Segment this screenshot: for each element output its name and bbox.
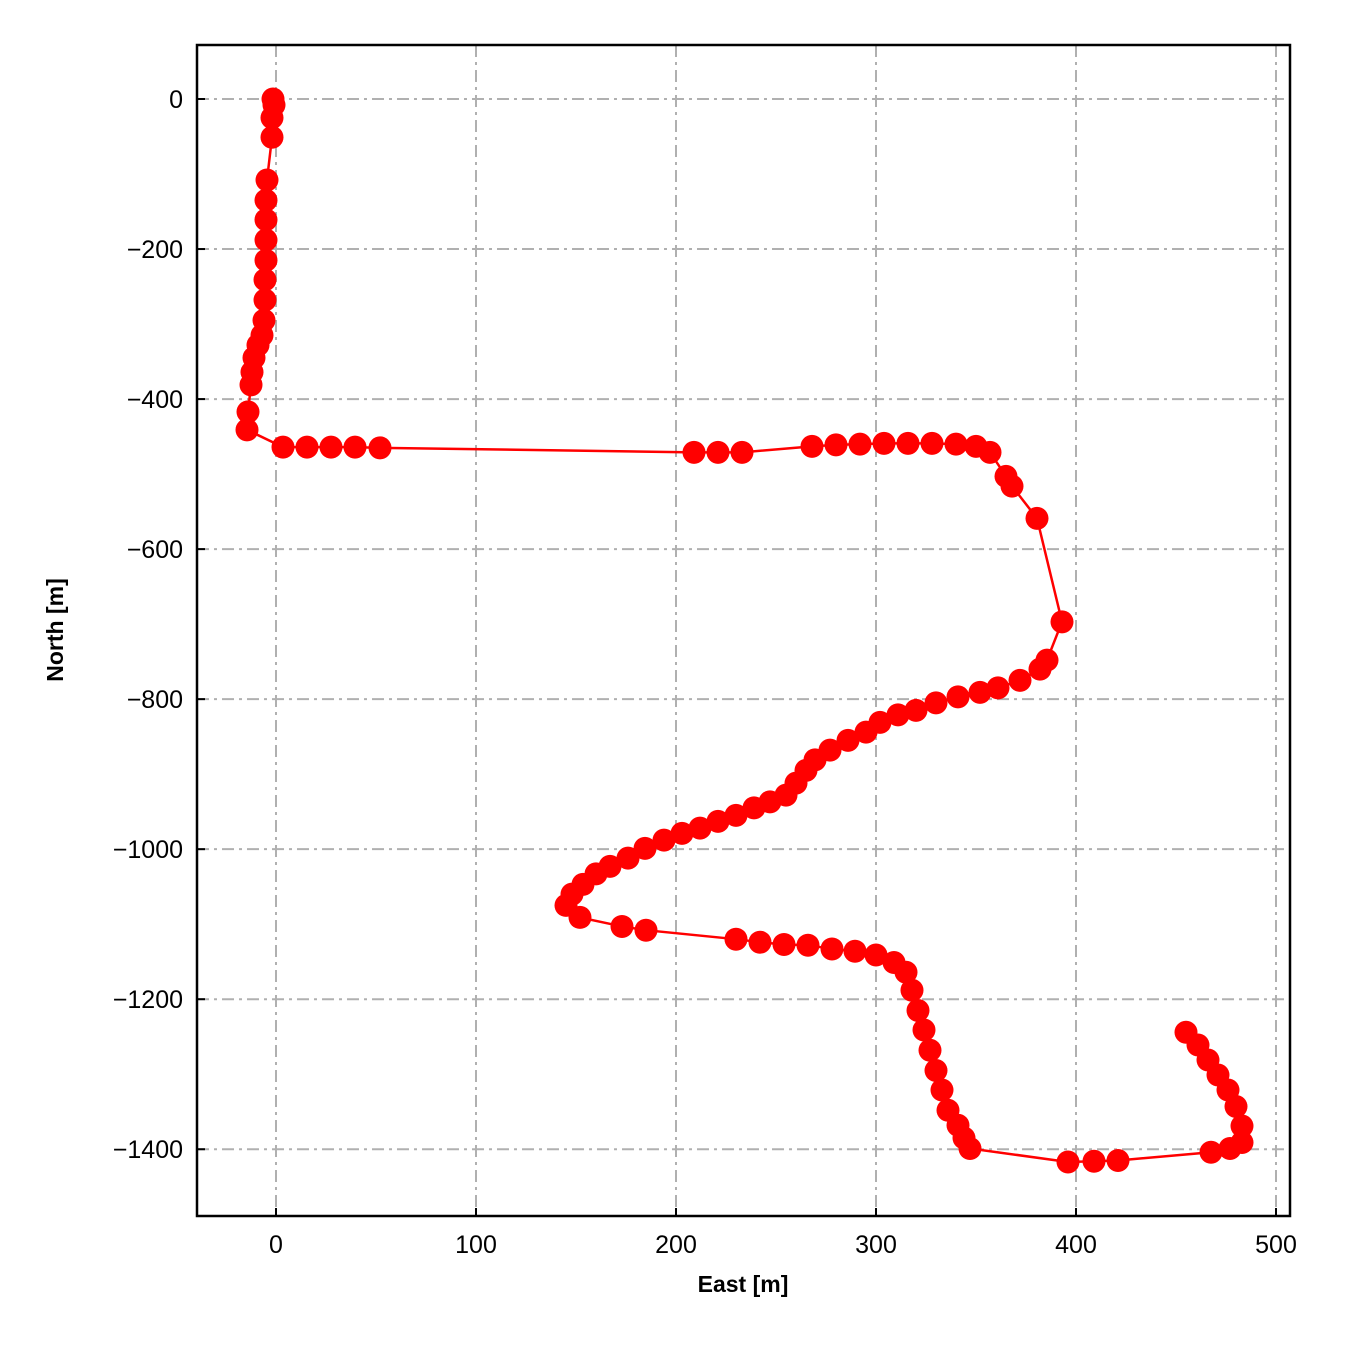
marker (633, 836, 657, 860)
marker (896, 431, 920, 455)
marker (730, 440, 754, 464)
marker (946, 685, 970, 709)
marker (368, 436, 392, 460)
marker (772, 932, 796, 956)
y-tick-label: −200 (127, 236, 183, 264)
trajectory-line (245, 98, 1244, 1164)
y-tick-label: 0 (169, 86, 183, 114)
marker (254, 248, 278, 272)
marker (843, 939, 867, 963)
marker (253, 268, 277, 292)
y-tick-label: −1400 (113, 1136, 183, 1164)
marker (235, 418, 259, 442)
marker (610, 914, 634, 938)
marker (900, 978, 924, 1002)
y-tick-label: −600 (127, 536, 183, 564)
marker (864, 943, 888, 967)
marker (836, 728, 860, 752)
marker (824, 433, 848, 457)
marker (706, 809, 730, 833)
marker (872, 431, 896, 455)
marker (254, 208, 278, 232)
y-tick-label: −1000 (113, 836, 183, 864)
marker (820, 937, 844, 961)
marker (670, 821, 694, 845)
marker (918, 1038, 942, 1062)
marker (930, 1078, 954, 1102)
marker (295, 435, 319, 459)
marker (912, 1018, 936, 1042)
marker (944, 432, 968, 456)
marker (968, 680, 992, 704)
marker (1174, 1020, 1198, 1044)
y-tick-label: −800 (127, 686, 183, 714)
marker (986, 676, 1010, 700)
marker (800, 434, 824, 458)
marker (978, 440, 1002, 464)
x-tick-label: 500 (1255, 1231, 1297, 1259)
marker (906, 998, 930, 1022)
x-tick-label: 0 (269, 1231, 283, 1259)
marker (1008, 668, 1032, 692)
marker (1106, 1148, 1130, 1172)
marker (652, 828, 676, 852)
marker (904, 698, 928, 722)
marker (682, 440, 706, 464)
marker (894, 960, 918, 984)
marker (920, 431, 944, 455)
marker (724, 803, 748, 827)
marker (254, 228, 278, 252)
marker (1000, 474, 1024, 498)
marker (796, 933, 820, 957)
marker (924, 691, 948, 715)
marker (253, 288, 277, 312)
marker (236, 400, 260, 424)
x-tick-label: 200 (655, 1231, 697, 1259)
marker (616, 846, 640, 870)
y-tick-label: −1200 (113, 986, 183, 1014)
y-axis-label: North [m] (42, 578, 68, 681)
marker (958, 1136, 982, 1160)
marker (1199, 1140, 1223, 1164)
marker (1025, 506, 1049, 530)
marker (886, 703, 910, 727)
marker (254, 188, 278, 212)
marker (319, 435, 343, 459)
marker (239, 373, 263, 397)
marker (924, 1058, 948, 1082)
y-tick-label: −400 (127, 386, 183, 414)
marker (1230, 1114, 1254, 1138)
x-tick-label: 100 (455, 1231, 497, 1259)
marker (634, 918, 658, 942)
plot-frame (195, 43, 1292, 1218)
marker (848, 432, 872, 456)
marker (1230, 1130, 1254, 1154)
marker (255, 168, 279, 192)
marker (271, 435, 295, 459)
marker (1082, 1149, 1106, 1173)
marker (1056, 1150, 1080, 1174)
marker (260, 125, 284, 149)
x-tick-label: 400 (1055, 1231, 1097, 1259)
marker (854, 720, 878, 744)
marker (1050, 610, 1074, 634)
marker (748, 930, 772, 954)
marker (1028, 657, 1052, 681)
marker (742, 796, 766, 820)
marker (706, 440, 730, 464)
x-tick-label: 300 (855, 1231, 897, 1259)
x-axis-label: East [m] (698, 1271, 789, 1297)
marker (724, 927, 748, 951)
marker (568, 905, 592, 929)
marker (260, 106, 284, 130)
marker (343, 435, 367, 459)
marker (688, 816, 712, 840)
